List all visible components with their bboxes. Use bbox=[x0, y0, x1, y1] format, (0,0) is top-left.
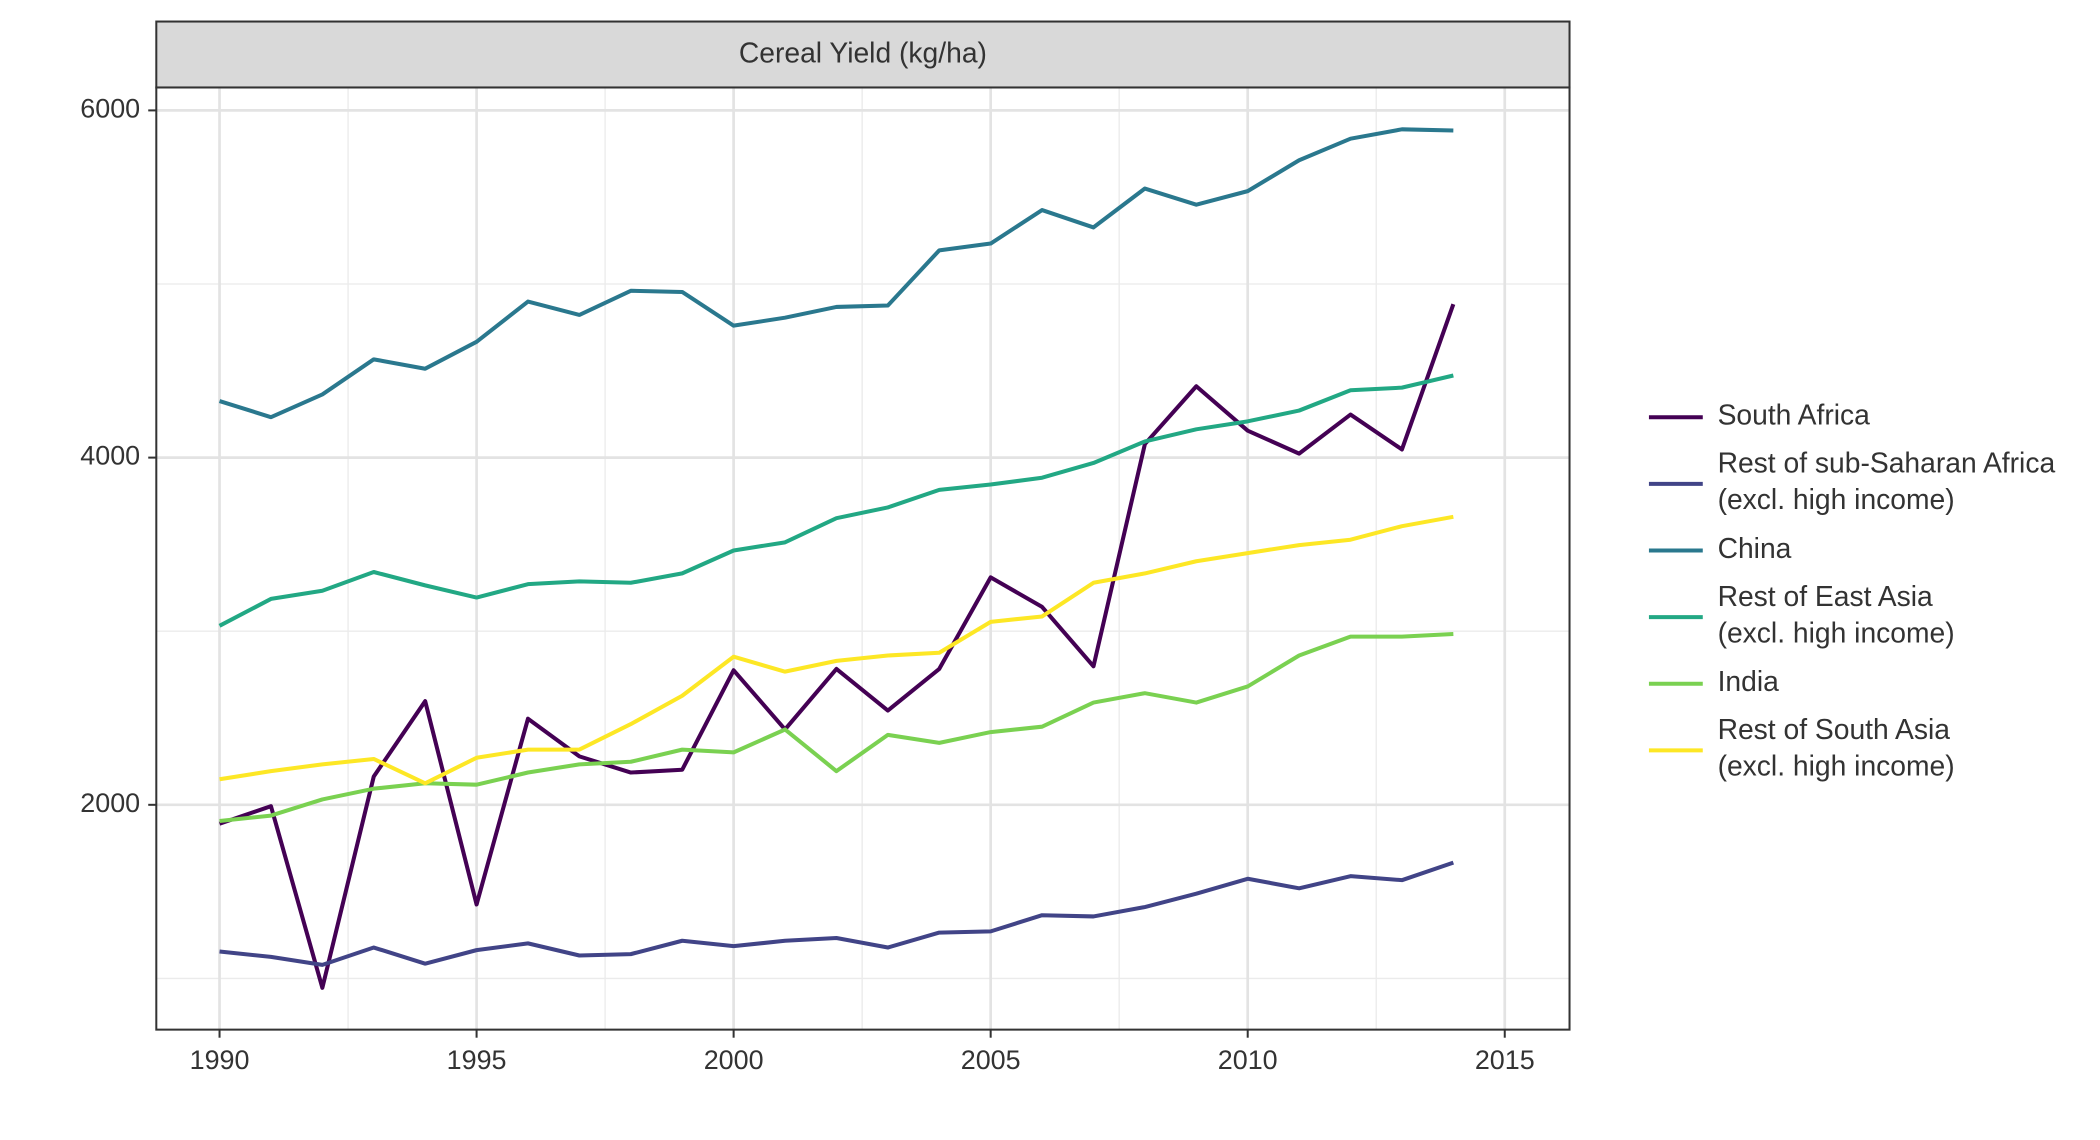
x-tick-label: 2010 bbox=[1218, 1045, 1278, 1075]
y-tick-label: 2000 bbox=[80, 788, 140, 818]
legend-label: South Africa bbox=[1718, 399, 1871, 431]
y-tick-label: 4000 bbox=[80, 441, 140, 471]
legend-label: China bbox=[1718, 532, 1792, 564]
x-tick-label: 2000 bbox=[704, 1045, 764, 1075]
strip bbox=[155, 20, 1571, 89]
x-tick-label: 2015 bbox=[1475, 1045, 1535, 1075]
legend-label: Rest of East Asia (excl. high income) bbox=[1718, 580, 1955, 648]
series-line bbox=[219, 514, 1454, 786]
chart-title: Cereal Yield (kg/ha) bbox=[739, 37, 987, 69]
grid bbox=[156, 87, 1570, 1030]
x-tick-label: 1995 bbox=[447, 1045, 507, 1075]
series-line bbox=[218, 373, 1454, 628]
series-line bbox=[219, 860, 1454, 967]
x-tick-label: 1990 bbox=[190, 1045, 250, 1075]
x-tick-label: 2005 bbox=[961, 1045, 1021, 1075]
legend-label: Rest of sub-Saharan Africa (excl. high in… bbox=[1718, 447, 2056, 515]
legend-label: Rest of South Asia (excl. high income) bbox=[1718, 714, 1955, 782]
y-tick-label: 6000 bbox=[80, 94, 140, 124]
legend-label: India bbox=[1718, 665, 1780, 697]
series-line bbox=[218, 127, 1454, 420]
series-line bbox=[218, 303, 1456, 990]
panel-border bbox=[155, 86, 1571, 1031]
lines bbox=[218, 127, 1456, 990]
